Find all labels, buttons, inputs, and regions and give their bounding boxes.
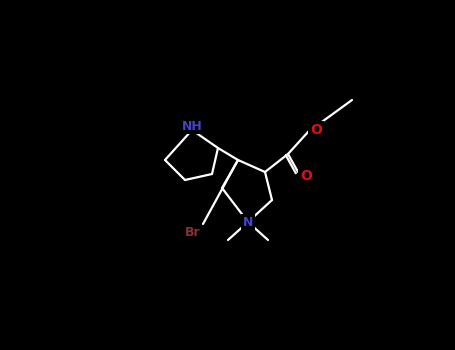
Text: O: O <box>300 169 312 183</box>
Text: N: N <box>243 216 253 229</box>
Text: O: O <box>310 123 322 137</box>
Text: NH: NH <box>182 119 202 133</box>
Text: Br: Br <box>185 226 201 239</box>
